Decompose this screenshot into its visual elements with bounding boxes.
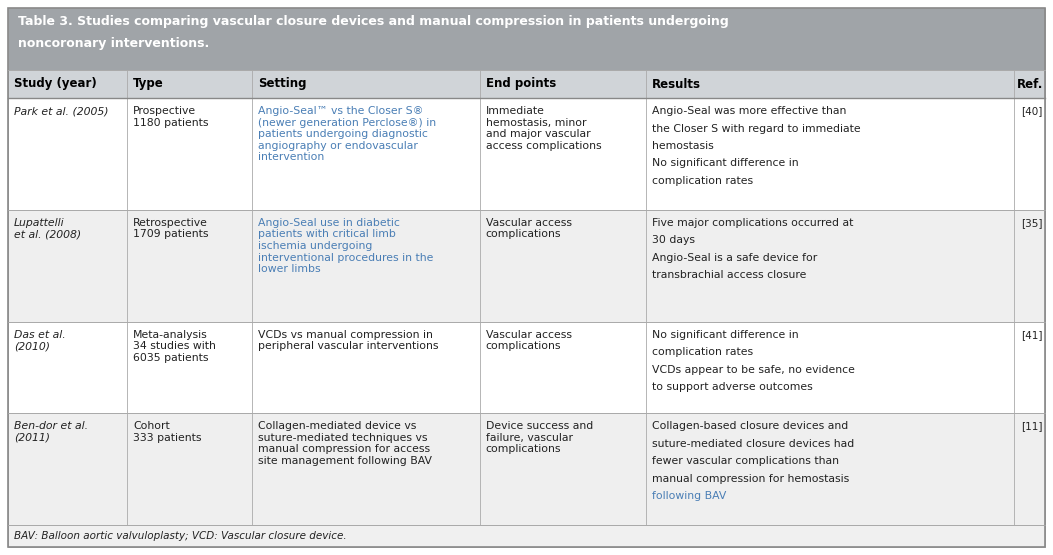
Bar xyxy=(8,8,1045,70)
Text: [40]: [40] xyxy=(1021,106,1044,116)
Bar xyxy=(8,525,1045,547)
Text: Angio-Seal™ vs the Closer S®
(newer generation Perclose®) in
patients undergoing: Angio-Seal™ vs the Closer S® (newer gene… xyxy=(258,106,436,163)
Text: VCDs appear to be safe, no evidence: VCDs appear to be safe, no evidence xyxy=(652,365,855,375)
Text: [41]: [41] xyxy=(1021,330,1044,340)
Text: Type: Type xyxy=(134,78,164,90)
Text: transbrachial access closure: transbrachial access closure xyxy=(652,270,807,280)
Text: following BAV: following BAV xyxy=(652,491,727,501)
Text: Immediate
hemostasis, minor
and major vascular
access complications: Immediate hemostasis, minor and major va… xyxy=(485,106,601,151)
Text: Study (year): Study (year) xyxy=(14,78,97,90)
Text: Collagen-based closure devices and: Collagen-based closure devices and xyxy=(652,421,848,431)
Bar xyxy=(8,70,1045,98)
Bar xyxy=(8,210,1045,322)
Text: noncoronary interventions.: noncoronary interventions. xyxy=(18,37,210,50)
Text: Das et al.
(2010): Das et al. (2010) xyxy=(14,330,65,351)
Text: Five major complications occurred at: Five major complications occurred at xyxy=(652,218,853,228)
Text: Vascular access
complications: Vascular access complications xyxy=(485,218,572,239)
Text: Meta-analysis
34 studies with
6035 patients: Meta-analysis 34 studies with 6035 patie… xyxy=(134,330,216,363)
Text: Ben-dor et al.
(2011): Ben-dor et al. (2011) xyxy=(14,421,88,443)
Text: Results: Results xyxy=(652,78,700,90)
Text: Device success and
failure, vascular
complications: Device success and failure, vascular com… xyxy=(485,421,593,455)
Text: End points: End points xyxy=(485,78,556,90)
Text: complication rates: complication rates xyxy=(652,347,753,357)
Text: BAV: Balloon aortic valvuloplasty; VCD: Vascular closure device.: BAV: Balloon aortic valvuloplasty; VCD: … xyxy=(14,531,346,541)
Text: [35]: [35] xyxy=(1021,218,1044,228)
Text: Table 3. Studies comparing vascular closure devices and manual compression in pa: Table 3. Studies comparing vascular clos… xyxy=(18,15,729,28)
Text: Prospective
1180 patients: Prospective 1180 patients xyxy=(134,106,208,128)
Text: 30 days: 30 days xyxy=(652,235,695,245)
Text: fewer vascular complications than: fewer vascular complications than xyxy=(652,456,839,466)
Text: Collagen-mediated device vs
suture-mediated techniques vs
manual compression for: Collagen-mediated device vs suture-media… xyxy=(258,421,432,466)
Text: manual compression for hemostasis: manual compression for hemostasis xyxy=(652,473,849,483)
Text: Angio-Seal is a safe device for: Angio-Seal is a safe device for xyxy=(652,253,817,263)
Text: Setting: Setting xyxy=(258,78,306,90)
Text: suture-mediated closure devices had: suture-mediated closure devices had xyxy=(652,438,854,448)
Text: complication rates: complication rates xyxy=(652,176,753,186)
Text: Lupattelli
et al. (2008): Lupattelli et al. (2008) xyxy=(14,218,81,239)
Bar xyxy=(8,413,1045,525)
Text: [11]: [11] xyxy=(1021,421,1044,431)
Text: Angio-Seal was more effective than: Angio-Seal was more effective than xyxy=(652,106,847,116)
Text: VCDs vs manual compression in
peripheral vascular interventions: VCDs vs manual compression in peripheral… xyxy=(258,330,438,351)
Text: Vascular access
complications: Vascular access complications xyxy=(485,330,572,351)
Text: Ref.: Ref. xyxy=(1016,78,1044,90)
Bar xyxy=(8,98,1045,210)
Bar xyxy=(8,322,1045,413)
Text: No significant difference in: No significant difference in xyxy=(652,330,798,340)
Text: Park et al. (2005): Park et al. (2005) xyxy=(14,106,108,116)
Text: Retrospective
1709 patients: Retrospective 1709 patients xyxy=(134,218,208,239)
Text: the Closer S with regard to immediate: the Closer S with regard to immediate xyxy=(652,124,860,134)
Text: to support adverse outcomes: to support adverse outcomes xyxy=(652,382,813,392)
Text: No significant difference in: No significant difference in xyxy=(652,159,798,169)
Text: hemostasis: hemostasis xyxy=(652,141,714,151)
Text: Cohort
333 patients: Cohort 333 patients xyxy=(134,421,202,443)
Text: Angio-Seal use in diabetic
patients with critical limb
ischemia undergoing
inter: Angio-Seal use in diabetic patients with… xyxy=(258,218,433,274)
